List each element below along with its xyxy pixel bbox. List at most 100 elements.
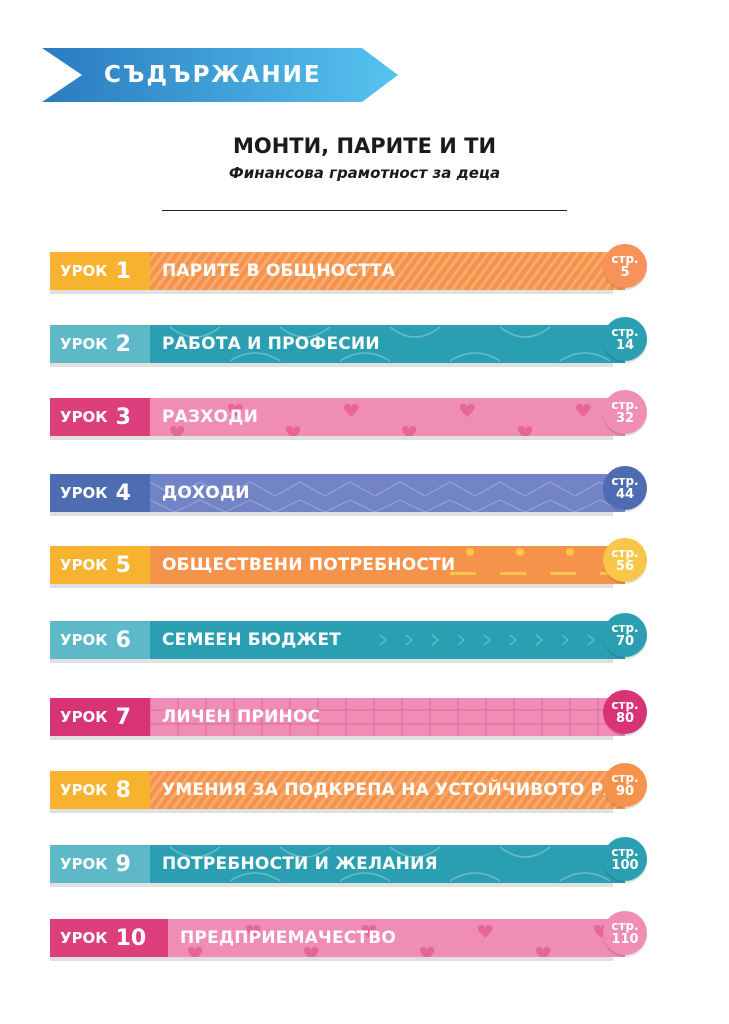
lesson-label: УРОК 10 (50, 919, 168, 957)
bar-shadow (50, 809, 613, 813)
lesson-row[interactable]: УРОК 2 РАБОТА И ПРОФЕСИИ стр. 14 (50, 317, 696, 367)
lesson-row[interactable]: УРОК 7 ЛИЧЕН ПРИНОС стр. 80 (50, 690, 696, 740)
contents-heading: СЪДЪРЖАНИЕ (104, 62, 322, 88)
page-badge: стр. 110 (603, 911, 647, 955)
lesson-bar (150, 771, 625, 809)
page-badge: стр. 56 (603, 538, 647, 582)
lesson-title: ПРЕДПРИЕМАЧЕСТВО (180, 928, 397, 948)
page-number: 56 (615, 559, 635, 574)
lesson-word: УРОК (60, 631, 108, 649)
lesson-bar (150, 398, 625, 436)
lesson-word: УРОК (60, 262, 108, 280)
page-badge: стр. 90 (603, 763, 647, 807)
page-prefix: стр. (611, 546, 639, 560)
lesson-word: УРОК (60, 929, 108, 947)
page-number: 44 (615, 487, 635, 502)
lesson-row[interactable]: УРОК 9 ПОТРЕБНОСТИ И ЖЕЛАНИЯ стр. 100 (50, 837, 696, 887)
lesson-number: 10 (115, 925, 147, 951)
lesson-label: УРОК 2 (50, 325, 150, 363)
page-number: 14 (615, 338, 635, 353)
page-prefix: стр. (611, 325, 639, 339)
page-prefix: стр. (611, 771, 639, 785)
bar-shadow (50, 736, 613, 740)
bar-pattern (170, 404, 591, 436)
lesson-number: 9 (115, 851, 131, 877)
lesson-title: ОБЩЕСТВЕНИ ПОТРЕБНОСТИ (162, 555, 456, 575)
lesson-word: УРОК (60, 855, 108, 873)
lesson-row[interactable]: УРОК 10 ПРЕДПРИЕМАЧЕСТВО стр. 110 (50, 911, 696, 961)
lesson-title: ЛИЧЕН ПРИНОС (162, 707, 321, 727)
lesson-row[interactable]: УРОК 3 РАЗХОДИ стр. 32 (50, 390, 696, 440)
page-badge: стр. 14 (603, 317, 647, 361)
page-prefix: стр. (611, 398, 639, 412)
page-badge: стр. 5 (603, 244, 647, 288)
page-badge: стр. 44 (603, 466, 647, 510)
bar-pattern (150, 698, 625, 736)
page-number: 5 (620, 265, 630, 280)
lesson-bar (150, 698, 625, 736)
lesson-number: 7 (115, 704, 131, 730)
contents-banner: СЪДЪРЖАНИЕ (42, 48, 398, 102)
bar-shadow (50, 883, 613, 887)
lesson-word: УРОК (60, 484, 108, 502)
bar-shadow (50, 584, 613, 588)
title-divider (162, 210, 567, 211)
lesson-number: 4 (115, 480, 131, 506)
book-title: МОНТИ, ПАРИТЕ И ТИ (232, 134, 497, 158)
bar-pattern (379, 634, 622, 646)
page-prefix: стр. (611, 474, 639, 488)
lesson-title: ДОХОДИ (162, 483, 250, 503)
lesson-title: РАБОТА И ПРОФЕСИИ (162, 334, 380, 354)
bar-shadow (50, 957, 613, 961)
page-prefix: стр. (611, 919, 639, 933)
lesson-label: УРОК 6 (50, 621, 150, 659)
lesson-word: УРОК (60, 708, 108, 726)
lesson-label: УРОК 8 (50, 771, 150, 809)
lesson-row[interactable]: УРОК 6 СЕМЕЕН БЮДЖЕТ стр. 70 (50, 613, 696, 663)
bar-pattern (169, 846, 625, 882)
lesson-row[interactable]: УРОК 5 ОБЩЕСТВЕНИ ПОТРЕБНОСТИ стр. 56 (50, 538, 696, 588)
page-prefix: стр. (611, 698, 639, 712)
page-badge: стр. 100 (603, 837, 647, 881)
lesson-number: 5 (115, 552, 131, 578)
lesson-number: 8 (115, 777, 131, 803)
book-subtitle: Финансова грамотност за деца (228, 164, 501, 182)
bar-shadow (50, 512, 613, 516)
bar-shadow (50, 436, 613, 440)
page-badge: стр. 70 (603, 613, 647, 657)
page-number: 110 (611, 932, 639, 947)
lesson-bar (150, 325, 625, 363)
lesson-word: УРОК (60, 781, 108, 799)
page-badge: стр. 32 (603, 390, 647, 434)
page-prefix: стр. (611, 845, 639, 859)
lesson-title: ПАРИТЕ В ОБЩНОСТТА (162, 261, 396, 281)
bar-pattern (169, 326, 625, 362)
page-number: 90 (615, 784, 635, 799)
page-prefix: стр. (611, 252, 639, 266)
lesson-bar (150, 474, 625, 512)
lesson-row[interactable]: УРОК 8 УМЕНИЯ ЗА ПОДКРЕПА НА УСТОЙЧИВОТО Р… (50, 763, 696, 813)
page-badge: стр. 80 (603, 690, 647, 734)
lesson-label: УРОК 1 (50, 252, 150, 290)
lesson-bar (168, 919, 625, 957)
bar-pattern (150, 481, 625, 512)
lesson-word: УРОК (60, 408, 108, 426)
lesson-row[interactable]: УРОК 1 ПАРИТЕ В ОБЩНОСТТА стр. 5 (50, 244, 696, 294)
lesson-bar (150, 252, 625, 290)
bar-shadow (50, 363, 613, 367)
lesson-number: 6 (115, 627, 131, 653)
page-number: 100 (611, 858, 639, 873)
lesson-row[interactable]: УРОК 4 ДОХОДИ стр. 44 (50, 466, 696, 516)
lesson-number: 1 (115, 258, 131, 284)
lesson-title: УМЕНИЯ ЗА ПОДКРЕПА НА УСТОЙЧИВОТО РАЗВИТ… (162, 780, 695, 800)
lesson-bar (150, 845, 625, 883)
bar-shadow (50, 290, 613, 294)
lesson-label: УРОК 4 (50, 474, 150, 512)
lesson-word: УРОК (60, 335, 108, 353)
lesson-label: УРОК 5 (50, 546, 150, 584)
page-number: 80 (615, 711, 635, 726)
lesson-word: УРОК (60, 556, 108, 574)
lesson-number: 3 (115, 404, 131, 430)
lesson-bar (150, 621, 625, 659)
lesson-title: ПОТРЕБНОСТИ И ЖЕЛАНИЯ (162, 854, 438, 874)
